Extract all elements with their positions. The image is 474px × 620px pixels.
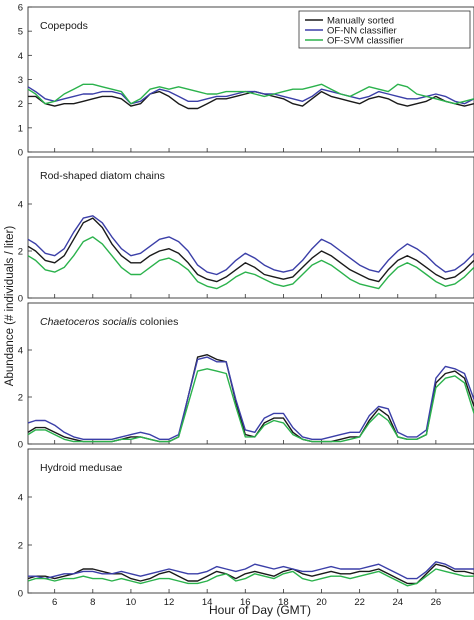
panel-copepods: 0 1 2 3 4 5 6 Copepods	[18, 3, 474, 159]
panel-title: Chaetoceros socialis colonies	[40, 316, 178, 328]
y-tick-label: 3	[18, 75, 23, 86]
series-line-of-nn-classifier	[28, 561, 474, 580]
y-tick-label: 4	[18, 200, 23, 211]
y-tick-label: 6	[18, 3, 23, 14]
panel-frame	[27, 302, 474, 445]
series-line-manually-sorted	[27, 217, 474, 283]
series-line-of-svm-classifier	[27, 368, 474, 443]
y-axis-label: Abundance (# individuals / liter)	[4, 226, 16, 387]
legend-label-manually-sorted: Manually sorted	[327, 16, 394, 27]
x-tick-label: 20	[316, 597, 327, 608]
series-line-of-nn-classifier	[27, 356, 474, 440]
series-line-manually-sorted	[27, 354, 474, 443]
panel-chaetoceros-socialis-colonies: 0 2 4 Chaetoceros socialis colonies	[18, 302, 474, 451]
y-tick-label: 4	[18, 51, 23, 62]
x-tick-label: 16	[240, 597, 251, 608]
y-tick-label: 0	[18, 148, 23, 159]
x-axis-label: Hour of Day (GMT)	[209, 603, 311, 617]
x-tick-label: 22	[354, 597, 365, 608]
series-line-manually-sorted	[27, 563, 474, 585]
panel-frame	[27, 156, 474, 299]
y-tick-label: 2	[18, 99, 23, 110]
legend-label-of-nn: OF-NN classifier	[327, 26, 397, 37]
series-line-of-nn-classifier	[27, 86, 474, 105]
panel-title: Copepods	[40, 20, 88, 32]
panel-title: Hydroid medusae	[40, 462, 122, 474]
x-tick-label: 26	[431, 597, 442, 608]
y-tick-label: 2	[18, 393, 23, 404]
y-tick-label: 2	[18, 247, 23, 258]
y-tick-label: 0	[18, 294, 23, 305]
y-tick-label: 1	[18, 123, 23, 134]
x-tick-label: 14	[202, 597, 213, 608]
panel-frame	[27, 448, 474, 594]
series-line-of-svm-classifier	[27, 83, 474, 105]
y-tick-label: 4	[18, 493, 23, 504]
series-line-of-svm-classifier	[27, 568, 474, 587]
panel-title: Rod-shaped diatom chains	[40, 170, 165, 182]
x-tick-label: 6	[52, 597, 57, 608]
y-tick-label: 0	[18, 440, 23, 451]
x-tick-label: 10	[126, 597, 137, 608]
panel-rod-shaped-diatom-chains: 0 2 4 Rod-shaped diatom chains	[18, 156, 474, 305]
legend: Manually sorted OF-NN classifier OF-SVM …	[298, 10, 471, 49]
x-tick-label: 12	[164, 597, 175, 608]
series-line-of-svm-classifier	[27, 236, 474, 290]
x-tick-label: 18	[278, 597, 289, 608]
x-tick-label: 24	[392, 597, 403, 608]
series-line-of-nn-classifier	[27, 215, 474, 276]
y-tick-label: 5	[18, 27, 23, 38]
y-tick-label: 0	[18, 589, 23, 600]
y-tick-label: 2	[18, 541, 23, 552]
legend-label-of-svm: OF-SVM classifier	[327, 36, 404, 47]
legend-box	[298, 10, 471, 49]
x-tick-label: 8	[90, 597, 95, 608]
y-tick-label: 4	[18, 346, 23, 357]
panel-title-italic: Chaetoceros socialis	[40, 316, 138, 328]
panel-title-roman: colonies	[137, 316, 178, 328]
